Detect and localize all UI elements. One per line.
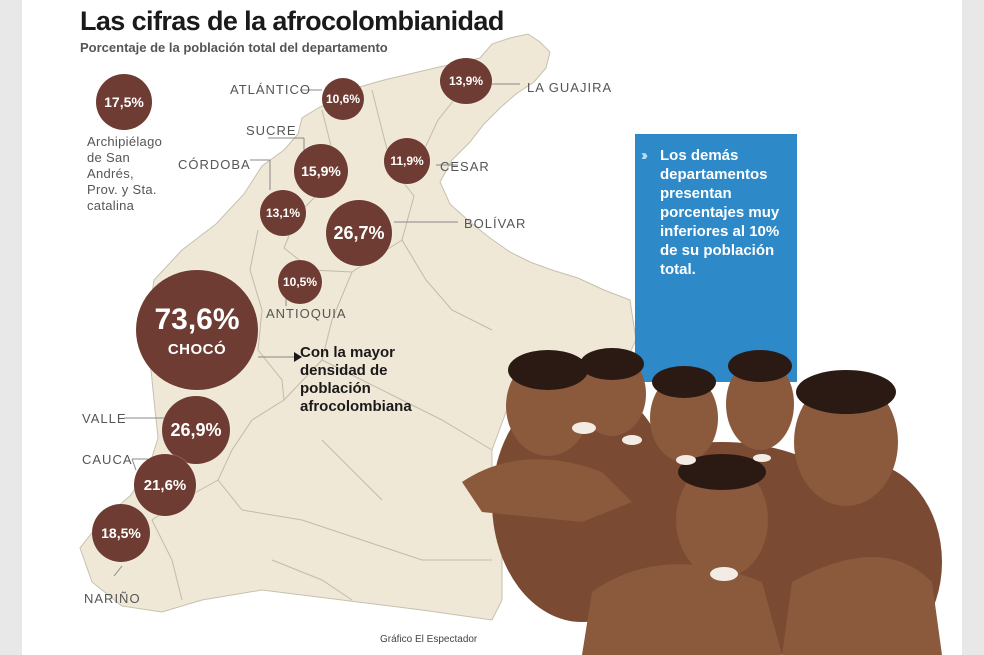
bubble-bolivar: 26,7% [326,200,392,266]
bubble-cordoba: 13,1% [260,190,306,236]
bubble-cesar: 11,9% [384,138,430,184]
bubble-atlantico: 10,6% [322,78,364,120]
page-title: Las cifras de la afrocolombianidad [80,6,504,36]
bubble-cauca: 21,6% [134,454,196,516]
label-valle: VALLE [82,411,127,426]
bubble-la-guajira: 13,9% [440,58,492,104]
bubble-choco: 73,6% CHOCÓ [136,270,258,390]
label-atlantico: ATLÁNTICO [230,82,311,97]
label-bolivar: BOLÍVAR [464,216,527,231]
infographic-card: Las cifras de la afrocolombianidad Porce… [22,0,962,655]
label-cordoba: CÓRDOBA [178,157,251,172]
value-atlantico: 10,6% [325,92,361,106]
bubble-valle: 26,9% [162,396,230,464]
page-subtitle: Porcentaje de la población total del dep… [80,40,388,55]
label-san-andres: Archipiélago de San Andrés, Prov. y Sta.… [87,134,163,213]
value-cauca: 21,6% [143,476,187,494]
value-cesar: 11,9% [390,154,424,168]
arrow-icon [294,352,302,362]
value-sucre: 15,9% [301,163,341,179]
bubble-antioquia: 10,5% [278,260,322,304]
label-choco: CHOCÓ [167,340,227,358]
label-narino: NARIÑO [84,591,141,606]
bubble-san-andres: 17,5% [96,74,152,130]
value-valle: 26,9% [170,419,222,440]
value-san-andres: 17,5% [104,94,144,110]
label-la-guajira: LA GUAJIRA [527,80,613,95]
value-narino: 18,5% [101,525,141,541]
info-box: ›› Los demás departamentos presentan por… [635,134,797,382]
value-bolivar: 26,7% [333,222,385,243]
graphic-credit: Gráfico El Espectador [380,634,478,645]
info-box-text: Los demás departamentos presentan porcen… [660,147,780,278]
value-la-guajira: 13,9% [448,74,484,88]
bubble-sucre: 15,9% [294,144,348,198]
leader-lines [113,83,520,577]
value-cordoba: 13,1% [265,206,301,220]
choco-annotation: Con la mayor densidad de población afroc… [300,344,412,415]
value-antioquia: 10,5% [282,275,318,289]
label-sucre: SUCRE [246,123,297,138]
label-cauca: CAUCA [82,452,133,467]
map-silhouette [79,33,637,621]
value-choco: 73,6% [154,302,240,336]
double-chevron-icon: ›› [641,147,648,164]
label-cesar: CESAR [440,159,490,174]
label-antioquia: ANTIOQUIA [266,306,347,321]
children-photo [462,348,942,655]
bubble-narino: 18,5% [92,504,150,562]
